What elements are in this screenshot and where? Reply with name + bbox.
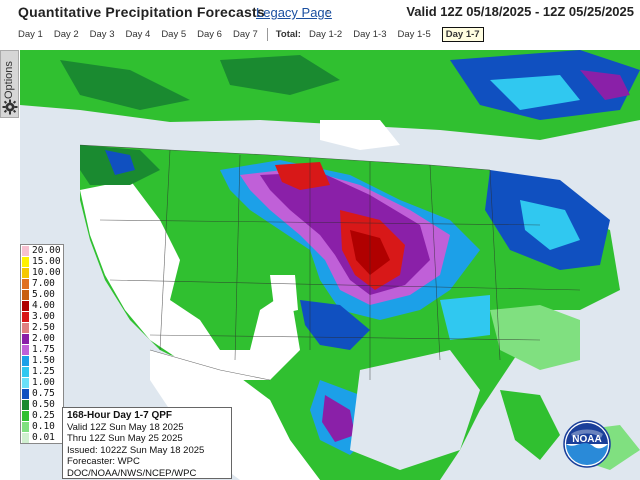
legend-row: 20.00 xyxy=(21,245,63,256)
precip-legend: 20.00 15.00 10.00 7.00 5.00 4.00 3.00 2.50 2.00 1… xyxy=(20,244,64,444)
legend-swatch xyxy=(22,278,29,289)
legend-row: 0.25 xyxy=(21,410,63,421)
legend-value: 2.00 xyxy=(32,333,55,344)
tab-day-1[interactable]: Day 1 xyxy=(18,28,43,40)
legend-row: 1.50 xyxy=(21,355,63,366)
tab-day-7[interactable]: Day 7 xyxy=(232,28,258,40)
period-tabs: Day 1 Day 2 Day 3 Day 4 Day 5 Day 6 Day … xyxy=(18,25,484,43)
tab-day-5[interactable]: Day 5 xyxy=(161,28,187,40)
info-issued: Issued: 1022Z Sun May 18 2025 xyxy=(67,444,205,456)
legend-swatch xyxy=(22,399,29,410)
precipitation-map-graphic xyxy=(20,50,640,480)
info-forecaster: Forecaster: WPC xyxy=(67,456,140,467)
noaa-logo-text: NOAA xyxy=(572,434,601,445)
legend-value: 1.00 xyxy=(32,377,55,388)
tab-day-2[interactable]: Day 2 xyxy=(53,28,79,40)
legend-value: 0.50 xyxy=(32,399,55,410)
legend-value: 0.75 xyxy=(32,388,55,399)
legend-value: 0.01 xyxy=(32,432,55,443)
legend-swatch xyxy=(22,355,29,366)
tab-day-1-2[interactable]: Day 1-2 xyxy=(308,28,343,40)
tab-day-6[interactable]: Day 6 xyxy=(197,28,222,40)
legend-row: 0.50 xyxy=(21,399,63,410)
legend-swatch xyxy=(22,333,29,344)
tab-day-4[interactable]: Day 4 xyxy=(125,28,151,40)
noaa-logo: NOAA xyxy=(563,420,611,468)
info-valid: Valid 12Z Sun May 18 2025 xyxy=(67,421,184,433)
qpf-map[interactable] xyxy=(20,50,640,480)
valid-range: Valid 12Z 05/18/2025 - 12Z 05/25/2025 xyxy=(406,4,634,19)
legend-value: 4.00 xyxy=(32,300,55,311)
legend-row: 7.00 xyxy=(21,278,63,289)
legend-swatch xyxy=(22,267,29,278)
legend-row: 2.00 xyxy=(21,333,63,344)
legend-value: 3.00 xyxy=(32,311,55,322)
tab-divider xyxy=(266,27,268,41)
legend-value: 10.00 xyxy=(32,267,61,278)
info-agency: DOC/NOAA/NWS/NCEP/WPC xyxy=(67,467,197,479)
legacy-page-link[interactable]: Legacy Page xyxy=(256,5,332,20)
legend-swatch xyxy=(22,432,29,443)
legend-row: 10.00 xyxy=(21,267,63,278)
info-thru: Thru 12Z Sun May 25 2025 xyxy=(67,433,183,444)
page-title: Quantitative Precipitation Forecasts xyxy=(18,4,265,20)
title-colon: : xyxy=(326,5,330,20)
legend-value: 15.00 xyxy=(32,256,61,267)
forecast-info-box: 168-Hour Day 1-7 QPF Valid 12Z Sun May 1… xyxy=(62,407,232,479)
legend-row: 15.00 xyxy=(21,256,63,267)
tab-day-1-5[interactable]: Day 1-5 xyxy=(397,28,431,40)
options-tab[interactable]: Options xyxy=(0,50,19,118)
legend-swatch xyxy=(22,322,29,333)
legend-value: 7.00 xyxy=(32,278,55,289)
options-label: Options xyxy=(3,61,15,99)
legend-swatch xyxy=(22,300,29,311)
tab-day-1-3[interactable]: Day 1-3 xyxy=(353,28,387,40)
legend-row: 0.10 xyxy=(21,421,63,432)
legend-row: 4.00 xyxy=(21,300,63,311)
legend-swatch xyxy=(22,311,29,322)
legend-row: 5.00 xyxy=(21,289,63,300)
legend-swatch xyxy=(22,366,29,377)
gear-icon[interactable] xyxy=(2,99,18,115)
legend-swatch xyxy=(22,421,29,432)
legend-value: 0.25 xyxy=(32,410,55,421)
legend-swatch xyxy=(22,410,29,421)
tab-day-1-7[interactable]: Day 1-7 xyxy=(441,26,484,42)
legend-value: 1.75 xyxy=(32,344,55,355)
legend-swatch xyxy=(22,344,29,355)
legend-row: 2.50 xyxy=(21,322,63,333)
legend-swatch xyxy=(22,245,29,256)
legend-value: 5.00 xyxy=(32,289,55,300)
legend-swatch xyxy=(22,388,29,399)
legend-row: 1.25 xyxy=(21,366,63,377)
legend-value: 1.50 xyxy=(32,355,55,366)
legend-row: 0.01 xyxy=(21,432,63,443)
legend-value: 2.50 xyxy=(32,322,55,333)
legend-value: 1.25 xyxy=(32,366,55,377)
info-title: 168-Hour Day 1-7 QPF xyxy=(67,410,173,421)
legend-swatch xyxy=(22,256,29,267)
legend-swatch xyxy=(22,377,29,388)
legend-row: 3.00 xyxy=(21,311,63,322)
legend-value: 20.00 xyxy=(32,245,61,256)
tab-day-3[interactable]: Day 3 xyxy=(89,28,115,40)
legend-row: 0.75 xyxy=(21,388,63,399)
total-label: Total: xyxy=(275,28,301,40)
legend-swatch xyxy=(22,289,29,300)
legend-row: 1.00 xyxy=(21,377,63,388)
legend-row: 1.75 xyxy=(21,344,63,355)
header: Quantitative Precipitation Forecasts Leg… xyxy=(0,0,640,48)
legend-value: 0.10 xyxy=(32,421,55,432)
